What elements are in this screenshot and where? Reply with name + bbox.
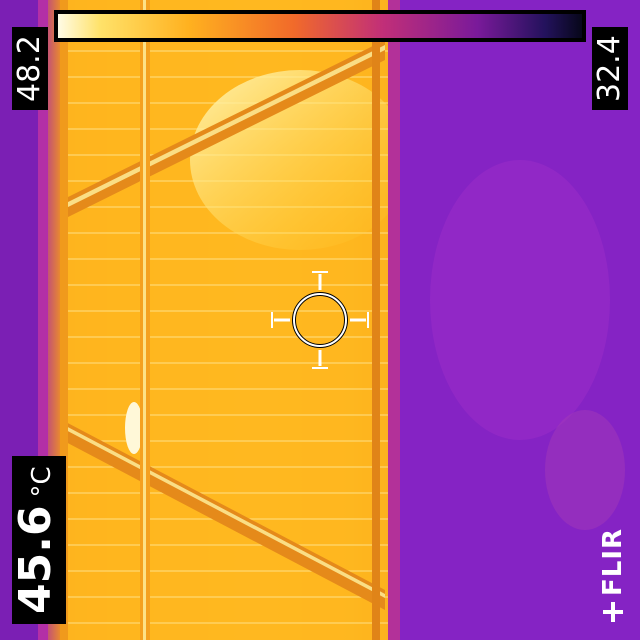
crosshair-icon	[271, 271, 369, 369]
flir-logo-icon	[603, 602, 623, 622]
spot-temp-value: 45.6	[10, 505, 61, 614]
ironbow-palette	[57, 13, 583, 39]
flir-logo: FLIR	[598, 528, 628, 622]
scale-max-temp: 48.2	[12, 27, 48, 110]
flir-logo-text: FLIR	[598, 527, 628, 596]
solar-panel-wall	[60, 0, 410, 640]
spot-temp-unit: °C	[27, 466, 57, 498]
scale-min-temp: 32.4	[592, 27, 628, 110]
temperature-scale-bar	[54, 10, 586, 42]
spot-temperature: 45.6 °C	[10, 456, 66, 624]
